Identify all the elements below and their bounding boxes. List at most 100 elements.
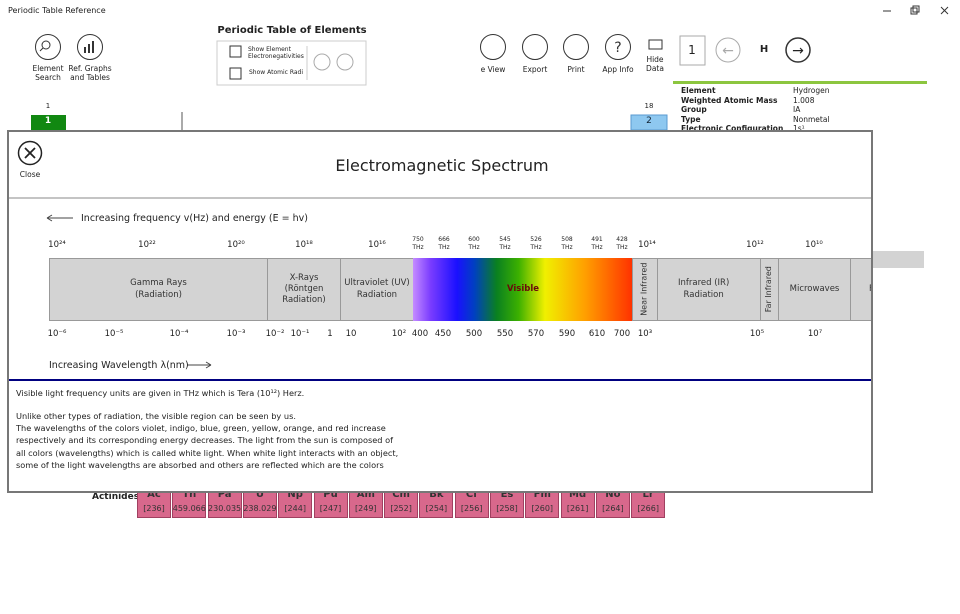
band-label: Visible [506,283,540,294]
info-value: Nonmetal [793,114,830,124]
wavelength-label: 10⁷ [807,329,823,339]
element-symbol: Am [356,489,375,500]
element-symbol: Pa [217,489,232,500]
frequency-label: 428 THz [616,236,628,252]
note-line: all colors (wavelengths) which is called… [16,447,399,458]
element-mass: [264] [602,504,624,513]
element-symbol: Bk [429,489,444,500]
frequency-label: 10¹⁴ [638,240,656,250]
spectrum-band: F [850,258,871,321]
spectrum-dialog: Close Electromagnetic Spectrum Increasing … [7,130,873,493]
element-symbol: Np [287,489,303,500]
wavelength-label: 10 [345,329,357,339]
info-label: Electronic Configuration [681,124,784,133]
element-mass: [244] [284,504,306,513]
series-label: Actinides [92,492,140,502]
element-cell[interactable]: 1 [44,116,52,126]
frequency-label: 10¹⁰ [805,240,823,250]
dialog-graphics [9,140,871,381]
band-label: F [869,284,871,295]
element-mass: [256] [460,504,483,513]
element-symbol: Lr [642,489,654,500]
element-mass: 230.035 [208,504,242,513]
wavelength-label: 10⁻⁴ [169,329,189,339]
band-label: Far Infrared [764,266,774,313]
element-symbol: Ac [147,489,161,500]
group-label: 1 [45,102,51,110]
wavelength-label: 500 [465,329,483,339]
note-line: The wavelengths of the colors violet, in… [16,423,386,434]
frequency-label: 10¹⁸ [295,240,313,250]
element-mass: 459.066 [172,504,206,513]
close-button[interactable]: Close [19,170,41,179]
spectrum-band: Gamma Rays (Radiation) [49,258,268,321]
spectrum-band: Far Infrared [760,258,779,321]
panel-title: Periodic Table of Elements [217,25,367,36]
frequency-label: 750 THz [412,236,424,252]
info-value: IA [793,105,801,114]
element-symbol: Th [182,489,197,500]
element-mass: [236] [143,504,165,513]
wavelength-label: 400 [411,329,429,339]
frequency-label: 10²² [138,240,156,250]
spectrum-band: Visible [413,258,633,321]
wavelength-label: 590 [558,329,576,339]
element-symbol: Cm [392,489,410,500]
frequency-label: 508 THz [561,236,573,252]
export-button[interactable]: Export [522,65,548,74]
electronegativity-checkbox[interactable]: Show Element Electronegativities [248,46,304,61]
note-line: respectively and its corresponding energ… [16,435,393,446]
element-symbol: Pu [323,489,338,500]
ref-graphs-button[interactable]: Ref. Graphs and Tables [68,64,112,82]
atomic-radii-checkbox[interactable]: Show Atomic Radi [249,69,304,76]
element-mass: 238.029 [243,504,277,513]
window-title: Periodic Table Reference [8,6,106,15]
info-label: Element [681,86,716,95]
band-label: X-Rays (Röntgen Radiation) [282,272,326,306]
element-symbol: No [605,489,621,500]
band-label: Near Infrared [639,262,649,317]
print-button[interactable]: Print [567,65,585,74]
element-symbol: Md [569,489,587,500]
spectrum-band: Near Infrared [632,258,658,321]
element-cell[interactable]: 2 [646,116,652,126]
info-value: 1.008 [793,95,815,105]
element-symbol: H [759,44,769,55]
app-info-button[interactable]: App Info [602,65,634,74]
wavelength-label: 10³ [637,329,653,339]
spectrum-band: X-Rays (Röntgen Radiation) [267,258,341,321]
element-mass: [266] [637,504,659,513]
svg-text:←: ← [722,43,734,59]
spectrum-band: Infrared (IR) Radiation [657,258,761,321]
wavelength-label: 570 [527,329,545,339]
element-number: 1 [688,43,696,57]
frequency-label: 491 THz [591,236,603,252]
wavelength-caption: Increasing Wavelength λ(nm) [49,360,189,371]
element-search-button[interactable]: Element Search [32,64,64,82]
wavelength-label: 700 [613,329,631,339]
wavelength-label: 10⁵ [749,329,765,339]
wavelength-label: 10⁻¹ [290,329,310,339]
dialog-title: Electromagnetic Spectrum [335,156,549,175]
frequency-label: 10²⁰ [227,240,245,250]
element-mass: [261] [566,504,589,513]
wavelength-label: 610 [588,329,606,339]
info-label: Type [681,114,701,124]
frequency-label: 526 THz [530,236,542,252]
element-mass: [252] [390,504,412,513]
e-view-button[interactable]: e View [480,65,506,74]
info-label: Weighted Atomic Mass [681,95,778,105]
element-mass: [260] [531,504,554,513]
svg-text:→: → [792,43,804,59]
wavelength-label: 550 [496,329,514,339]
element-symbol: U [255,489,264,500]
hide-data-button[interactable]: Hide Data [646,55,664,73]
spectrum-band: Microwaves [778,258,851,321]
frequency-label: 666 THz [438,236,450,252]
info-value: 1s¹ [793,124,805,133]
element-symbol: Cf [465,489,478,500]
band-label: Gamma Rays (Radiation) [130,278,187,300]
band-label: Ultraviolet (UV) Radiation [344,278,410,300]
